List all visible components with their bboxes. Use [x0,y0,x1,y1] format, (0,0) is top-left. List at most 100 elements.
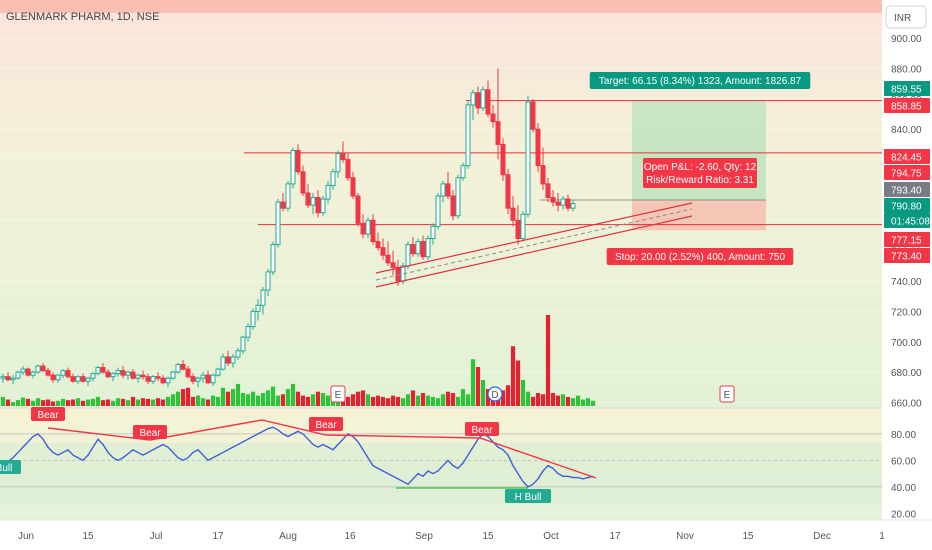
volume-bar [470,359,476,406]
candlesticks [0,68,576,388]
price-tag-label: 794.75 [891,169,922,180]
volume-bar [200,398,206,406]
candle-body [275,201,281,246]
candle-body [100,367,106,373]
currency-button-frame [885,5,927,29]
volume-bar [460,389,466,406]
volume-bar [315,391,321,406]
candle-body [510,207,516,221]
candle-body [165,377,171,384]
volume-bar [495,396,501,406]
candle-body [235,350,241,358]
candle-body [375,241,381,249]
rsi-tick-label: 40.00 [891,483,916,494]
volume-bar [415,395,421,406]
candle-body [70,376,76,382]
candle-body [160,377,166,384]
stop-zone [632,199,766,231]
volume-bar [370,396,376,406]
candle-body [145,376,151,382]
volume-bar [240,393,246,406]
time-tick-label: Aug [279,531,297,542]
risk-reward-label-text: Risk/Reward Ratio: 3.31 [646,175,754,186]
candle-body [460,165,466,179]
candle-body [220,356,226,370]
channel-mid-line [375,208,693,281]
candle-body [110,373,116,378]
candle-body [130,371,136,379]
candle-body [530,101,536,130]
rsi-indicator: Bull Bear Bear Bear Bear H Bull [0,407,597,503]
candle-body [325,184,331,200]
event-marker-label: E [724,390,731,401]
candle-body [255,304,261,312]
volume-bar [590,400,596,406]
volume-bar [290,383,296,406]
currency-button[interactable]: INR [885,5,927,29]
rsi-signal-tag [505,489,551,503]
candle-body [155,376,161,379]
candle-body [290,149,296,185]
volume-bar [155,398,161,406]
price-tag-box [884,213,930,228]
candle-body [515,219,521,240]
price-axis[interactable]: 900.00880.00860.00840.00820.00800.00780.… [884,34,930,520]
time-tick-label: 17 [609,531,621,542]
candle-body [105,371,111,378]
candle-body [190,376,196,382]
volume-bar [85,399,91,406]
rsi-signal-label: Bear [139,428,161,439]
price-tick-label: 840.00 [891,125,922,136]
candle-body [340,153,346,161]
volume-bar [380,396,386,406]
time-tick-label: Jul [150,531,163,542]
price-tick-label: 880.00 [891,65,922,76]
volume-bar [365,394,371,406]
candle-body [135,374,141,379]
candle-body [180,364,186,370]
candle-body [390,262,396,268]
price-tick-label: 720.00 [891,307,922,318]
candle-body [50,374,56,381]
candle-body [315,197,321,214]
candle-body [225,356,231,364]
candle-body [430,225,436,240]
rsi-signal-label: Bull [0,463,12,474]
candle-body [210,374,216,384]
price-tag-box [884,182,930,197]
price-tag-label: 824.45 [891,153,922,164]
position-labels: Target: 66.15 (8.34%) 1323, Amount: 1826… [589,72,811,265]
candle-body [445,183,451,197]
candle-body [300,171,306,194]
event-marker-label: E [335,390,342,401]
volume-bar [230,389,236,406]
volume-bar [90,398,96,406]
price-tick-label: 900.00 [891,34,922,45]
volume-bar [35,398,41,406]
price-tick-label: 700.00 [891,338,922,349]
candle-body [320,198,326,214]
volume-bar [45,399,51,406]
rsi-signal-tag [309,417,343,431]
candle-body [565,198,571,209]
volume-bar [205,399,211,406]
rsi-tick-label: 60.00 [891,456,916,467]
price-tag-box [884,98,930,113]
rsi-tick-label: 20.00 [891,509,916,520]
volume-bar [580,399,586,406]
candle-body [360,222,366,235]
volume-bar [100,400,106,406]
candle-body [195,377,201,382]
volume-bar [465,394,471,406]
volume-bar [255,395,261,406]
volume-bar [30,400,36,406]
candle-body [10,377,16,381]
rsi-tick-label: 80.00 [891,430,916,441]
candle-body [545,183,551,199]
time-axis[interactable]: Jun 15 Jul 17 Aug 16 Sep 15 Oct 17 Nov 15 Dec 1 [18,531,885,542]
volume-bar [170,394,176,406]
candle-body [405,244,411,267]
candle-body [520,213,526,240]
